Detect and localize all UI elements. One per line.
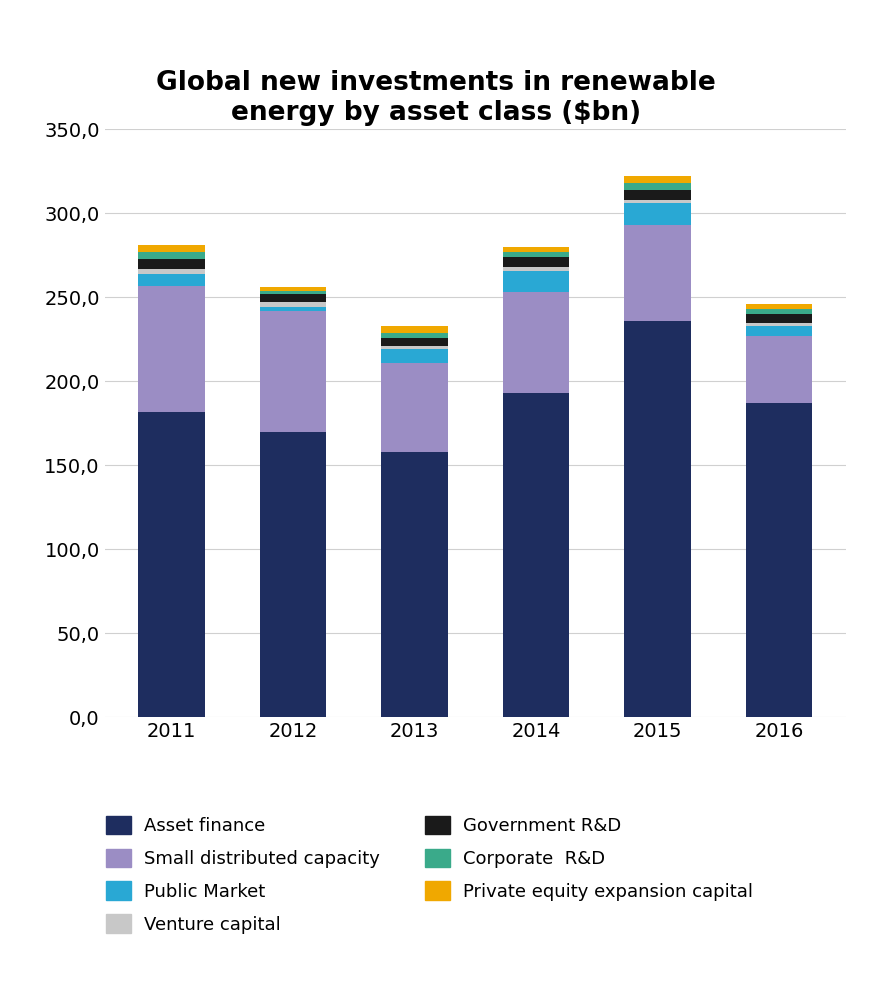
Bar	[624, 321, 691, 717]
Bar	[260, 311, 326, 431]
Bar	[381, 346, 448, 350]
Bar	[624, 200, 691, 203]
Bar	[260, 303, 326, 308]
Bar	[260, 431, 326, 717]
Bar	[260, 291, 326, 294]
Bar	[138, 286, 205, 411]
Bar	[624, 176, 691, 183]
Bar	[502, 393, 569, 717]
Bar	[502, 271, 569, 293]
Bar	[138, 245, 205, 252]
Bar	[260, 308, 326, 311]
Bar	[624, 203, 691, 225]
Bar	[260, 294, 326, 303]
Bar	[746, 403, 813, 717]
Bar	[138, 269, 205, 274]
Bar	[746, 314, 813, 323]
Bar	[381, 452, 448, 717]
Bar	[746, 309, 813, 314]
Bar	[138, 259, 205, 269]
Bar	[381, 333, 448, 338]
Bar	[138, 274, 205, 286]
Bar	[624, 183, 691, 190]
Bar	[746, 326, 813, 336]
Bar	[746, 336, 813, 403]
Bar	[381, 338, 448, 346]
Bar	[502, 293, 569, 393]
Bar	[138, 252, 205, 259]
Bar	[502, 267, 569, 271]
Bar	[624, 190, 691, 200]
Bar	[381, 326, 448, 333]
Bar	[138, 411, 205, 717]
Bar	[260, 287, 326, 291]
Bar	[381, 363, 448, 452]
Bar	[624, 225, 691, 321]
Legend: Asset finance, Small distributed capacity, Public Market, Venture capital, Gover: Asset finance, Small distributed capacit…	[99, 809, 760, 941]
Bar	[381, 350, 448, 363]
Bar	[502, 247, 569, 252]
Bar	[502, 252, 569, 257]
Bar	[746, 304, 813, 309]
Text: Global new investments in renewable
energy by asset class ($bn): Global new investments in renewable ener…	[156, 70, 716, 125]
Bar	[746, 323, 813, 326]
Bar	[502, 257, 569, 267]
